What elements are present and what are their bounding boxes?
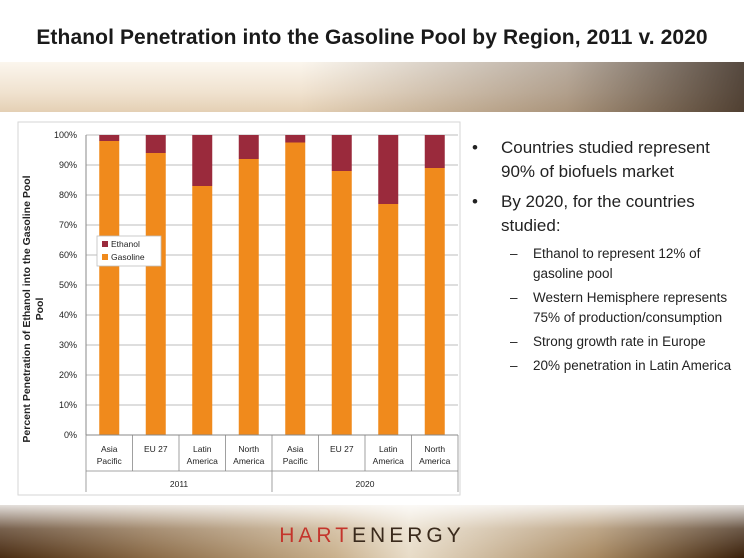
subbullet-item: – Ethanol to represent 12% of gasoline p… (470, 244, 732, 284)
y-tick-label: 10% (59, 400, 77, 410)
x-tick-label: America (373, 456, 404, 466)
legend-swatch (102, 254, 108, 260)
bar-ethanol (192, 135, 213, 186)
legend-label: Ethanol (111, 239, 140, 249)
bar-ethanol (378, 135, 399, 204)
x-tick-label: Latin (379, 444, 398, 454)
y-tick-label: 100% (54, 130, 77, 140)
hart-energy-logo: HARTENERGY (0, 524, 744, 548)
y-tick-label: 90% (59, 160, 77, 170)
subbullet-item: – 20% penetration in Latin America (470, 356, 732, 376)
subbullet-text: Western Hemisphere represents 75% of pro… (533, 290, 728, 325)
bar-gasoline (331, 171, 352, 435)
x-tick-label: Latin (193, 444, 212, 454)
bullet-marker: • (472, 192, 478, 211)
x-tick-label: EU 27 (144, 444, 168, 454)
bullet-list: • Countries studied represent 90% of bio… (470, 136, 732, 380)
bar-ethanol (145, 135, 166, 153)
x-tick-label: Pacific (97, 456, 123, 466)
y-axis-label: Percent Penetration of Ethanol into the … (21, 175, 33, 442)
subbullet-item: – Western Hemisphere represents 75% of p… (470, 288, 732, 328)
bullet-text: Countries studied represent 90% of biofu… (501, 138, 710, 181)
legend-label: Gasoline (111, 252, 145, 262)
bar-ethanol (424, 135, 445, 168)
subbullet-marker: – (510, 246, 518, 261)
y-tick-label: 0% (64, 430, 77, 440)
y-tick-label: 30% (59, 340, 77, 350)
subbullet-marker: – (510, 334, 518, 349)
x-group-label: 2011 (170, 479, 189, 489)
bar-ethanol (99, 135, 120, 141)
bar-gasoline (424, 168, 445, 435)
y-tick-label: 50% (59, 280, 77, 290)
legend-swatch (102, 241, 108, 247)
subbullet-text: 20% penetration in Latin America (533, 358, 732, 373)
x-tick-label: America (187, 456, 218, 466)
bar-gasoline (99, 141, 120, 435)
subbullet-text: Ethanol to represent 12% of gasoline poo… (533, 246, 701, 281)
bar-ethanol (238, 135, 259, 159)
x-tick-label: EU 27 (330, 444, 354, 454)
x-group-label: 2020 (356, 479, 375, 489)
x-tick-label: Asia (101, 444, 118, 454)
x-tick-label: Asia (287, 444, 304, 454)
stacked-bar-chart: 0% 10% 20% 30% 40% 50% 60% 70% 80% 90% 100% Asia Pac… (17, 121, 461, 496)
y-tick-label: 80% (59, 190, 77, 200)
subbullet-item: – Strong growth rate in Europe (470, 332, 732, 352)
logo-energy: ENERGY (352, 524, 465, 547)
y-axis-label-line2: Pool (34, 298, 46, 321)
bullet-item: • By 2020, for the countries studied: (470, 190, 732, 238)
bullet-item: • Countries studied represent 90% of bio… (470, 136, 732, 184)
bar-ethanol (331, 135, 352, 171)
subbullet-text: Strong growth rate in Europe (533, 334, 706, 349)
bullet-text: By 2020, for the countries studied: (501, 192, 695, 235)
bullet-marker: • (472, 138, 478, 157)
y-tick-label: 70% (59, 220, 77, 230)
y-tick-label: 60% (59, 250, 77, 260)
bar-gasoline (285, 142, 306, 435)
subbullet-marker: – (510, 290, 518, 305)
bar-gasoline (192, 186, 213, 435)
logo-hart: HART (279, 524, 353, 547)
bar-gasoline (378, 204, 399, 435)
x-tick-label: America (233, 456, 264, 466)
x-tick-label: North (238, 444, 259, 454)
bar-ethanol (285, 135, 306, 143)
y-tick-label: 20% (59, 370, 77, 380)
subbullet-marker: – (510, 358, 518, 373)
x-tick-label: America (419, 456, 450, 466)
y-tick-label: 40% (59, 310, 77, 320)
x-tick-label: Pacific (283, 456, 309, 466)
bar-gasoline (238, 159, 259, 435)
x-tick-label: North (424, 444, 445, 454)
bar-gasoline (145, 153, 166, 435)
footer-fade (0, 505, 744, 558)
slide-title: Ethanol Penetration into the Gasoline Po… (36, 26, 708, 49)
